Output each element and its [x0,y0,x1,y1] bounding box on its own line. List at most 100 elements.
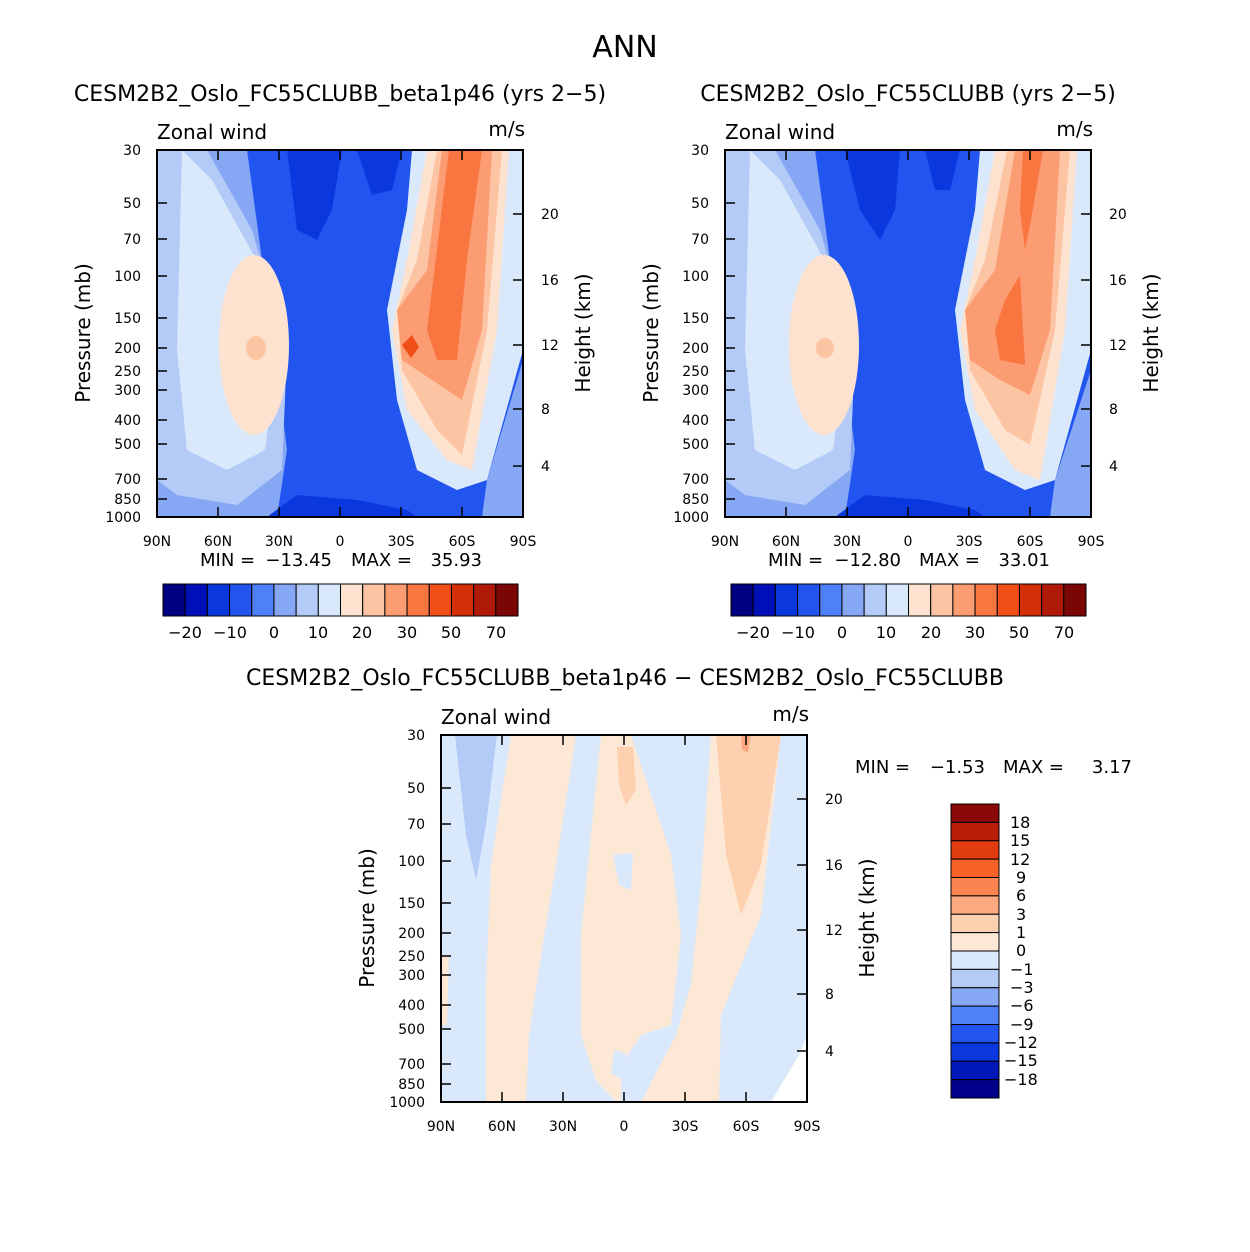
colorbar-label: 30 [965,623,985,642]
units-label: m/s [488,117,525,141]
colorbar-swatch [841,583,865,617]
colorbar-label: −15 [1004,1051,1038,1070]
y-axis-label-right: Height (km) [1139,273,1163,392]
max-value: 33.01 [998,550,1050,571]
colorbar-swatch [952,583,976,617]
colorbar-swatch [495,583,519,617]
panel-title: CESM2B2_Oslo_FC55CLUBB_beta1p46 − CESM2B… [246,666,1004,691]
colorbar-label: 30 [397,623,417,642]
y-tick-label: 200 [114,341,141,357]
colorbar-label: 50 [1009,623,1029,642]
contour-neg-5 [611,1050,626,1080]
colorbar-swatch [184,583,208,617]
min-value: −12.80 [834,550,901,571]
min-label: MIN = [768,550,823,571]
x-tick-label: 90S [510,534,537,550]
colorbar-label: 0 [837,623,847,642]
variable-label: Zonal wind [725,120,835,144]
units-label: m/s [1056,117,1093,141]
height-tick-label: 8 [1109,402,1118,418]
colorbar-swatch [730,583,754,617]
contour-neg-6 [719,735,807,1102]
colorbar-swatch [162,583,186,617]
colorbar-swatch [908,583,932,617]
contour-neg-3 [621,735,711,1102]
colorbar-swatch [428,583,452,617]
colorbar-swatch [295,583,319,617]
colorbar-swatch [819,583,843,617]
contour-neg-0 [287,150,342,240]
contour-neg-2 [526,735,616,1102]
y-tick-label: 850 [114,492,141,508]
colorbar-swatch [950,968,1000,989]
y-tick-label: 100 [682,269,709,285]
y-tick-label: 700 [682,472,709,488]
colorbar-label: 12 [1010,850,1030,869]
contour-pos-6 [427,150,482,360]
colorbar-swatch [950,1079,1000,1099]
colorbar-label: −18 [1004,1070,1038,1089]
contour-neg-1 [925,150,960,190]
colorbar-label: −12 [1004,1033,1038,1052]
colorbar-label: 6 [1016,886,1026,905]
colorbar-swatch [930,583,954,617]
contour-pos-4 [441,955,449,1025]
colorbar-swatch [384,583,408,617]
y-axis-label-right: Height (km) [855,858,879,977]
y-tick-label: 250 [114,364,141,380]
y-tick-label: 700 [398,1057,425,1073]
height-tick-label: 16 [1109,273,1127,289]
plot-area [157,150,523,517]
min-label: MIN = [855,757,910,778]
colorbar-swatch [863,583,887,617]
colorbar-label: −10 [213,623,247,642]
colorbar-label: 20 [352,623,372,642]
colorbar-label: 3 [1016,905,1026,924]
x-tick-label: 90S [1078,534,1105,550]
x-tick-label: 90N [143,534,171,550]
colorbar-label: 1 [1016,923,1026,942]
height-tick-label: 4 [825,1044,834,1060]
colorbar-label: −9 [1010,1015,1034,1034]
y-tick-label: 300 [398,968,425,984]
y-ticks-right: 20 16 12 8 4 [825,792,843,1060]
height-tick-label: 4 [541,459,550,475]
colorbar-label: 9 [1016,868,1026,887]
colorbar-label: −1 [1010,960,1034,979]
colorbar-swatch [950,1060,1000,1081]
colorbar-swatch [1063,583,1087,617]
y-axis-label: Pressure (mb) [71,263,95,403]
contour-neg-1 [357,150,402,195]
y-tick-label: 400 [398,998,425,1014]
plot-area [441,735,807,1102]
height-tick-label: 20 [825,792,843,808]
y-ticks: 30 50 70 100 150 200 250 300 400 500 700… [105,143,141,526]
colorbar-swatch [950,913,1000,934]
axes [440,734,808,1103]
y-tick-label: 500 [114,437,141,453]
x-tick-label: 30S [672,1119,699,1135]
colorbar-swatch [950,840,1000,860]
colorbar-label: −6 [1010,996,1034,1015]
colorbar-swatch [473,583,497,617]
y-tick-label: 70 [691,232,709,248]
colorbar-swatch [797,583,821,617]
colorbar [950,803,1000,1099]
max-value: 35.93 [430,550,482,571]
colorbar-label: 70 [1054,623,1074,642]
colorbar-swatch [206,583,231,617]
x-tick-label: 60S [1017,534,1044,550]
y-ticks: 30 50 70 100 150 200 250 300 400 500 700… [673,143,709,526]
contour-neg-1 [455,735,497,880]
axes [156,149,524,518]
y-tick-label: 400 [682,413,709,429]
y-tick-label: 850 [682,492,709,508]
x-ticks: 90N 60N 30N 0 30S 60S 90S [427,1119,821,1135]
x-tick-label: 60S [733,1119,760,1135]
contour-low-3 [482,360,523,517]
max-label: MAX = [351,550,412,571]
min-max: MIN = −12.80 MAX = 33.01 [768,550,1050,571]
max-label: MAX = [919,550,980,571]
contour-neg-2 [835,495,985,517]
contour-neg-0 [845,150,900,240]
